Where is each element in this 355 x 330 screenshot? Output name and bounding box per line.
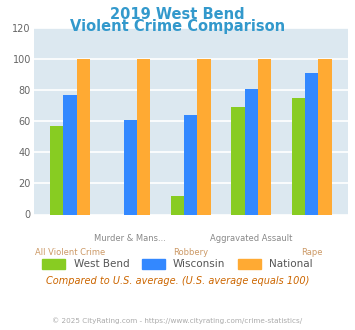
Bar bbox=[124, 120, 137, 214]
Text: © 2025 CityRating.com - https://www.cityrating.com/crime-statistics/: © 2025 CityRating.com - https://www.city… bbox=[53, 317, 302, 324]
Legend: West Bend, Wisconsin, National: West Bend, Wisconsin, National bbox=[38, 254, 317, 273]
Bar bbox=[63, 95, 77, 214]
Bar bbox=[77, 59, 90, 214]
Text: Robbery: Robbery bbox=[173, 248, 208, 257]
Bar bbox=[305, 73, 318, 214]
Text: Aggravated Assault: Aggravated Assault bbox=[210, 234, 293, 243]
Bar bbox=[171, 196, 184, 214]
Text: All Violent Crime: All Violent Crime bbox=[35, 248, 105, 257]
Text: Rape: Rape bbox=[301, 248, 322, 257]
Bar bbox=[258, 59, 271, 214]
Bar bbox=[231, 107, 245, 214]
Bar bbox=[137, 59, 150, 214]
Text: Murder & Mans...: Murder & Mans... bbox=[94, 234, 166, 243]
Text: Compared to U.S. average. (U.S. average equals 100): Compared to U.S. average. (U.S. average … bbox=[46, 276, 309, 285]
Bar bbox=[50, 126, 63, 214]
Bar bbox=[318, 59, 332, 214]
Bar bbox=[197, 59, 211, 214]
Bar bbox=[292, 98, 305, 214]
Text: Violent Crime Comparison: Violent Crime Comparison bbox=[70, 19, 285, 34]
Text: 2019 West Bend: 2019 West Bend bbox=[110, 7, 245, 22]
Bar bbox=[184, 115, 197, 214]
Bar bbox=[245, 89, 258, 214]
